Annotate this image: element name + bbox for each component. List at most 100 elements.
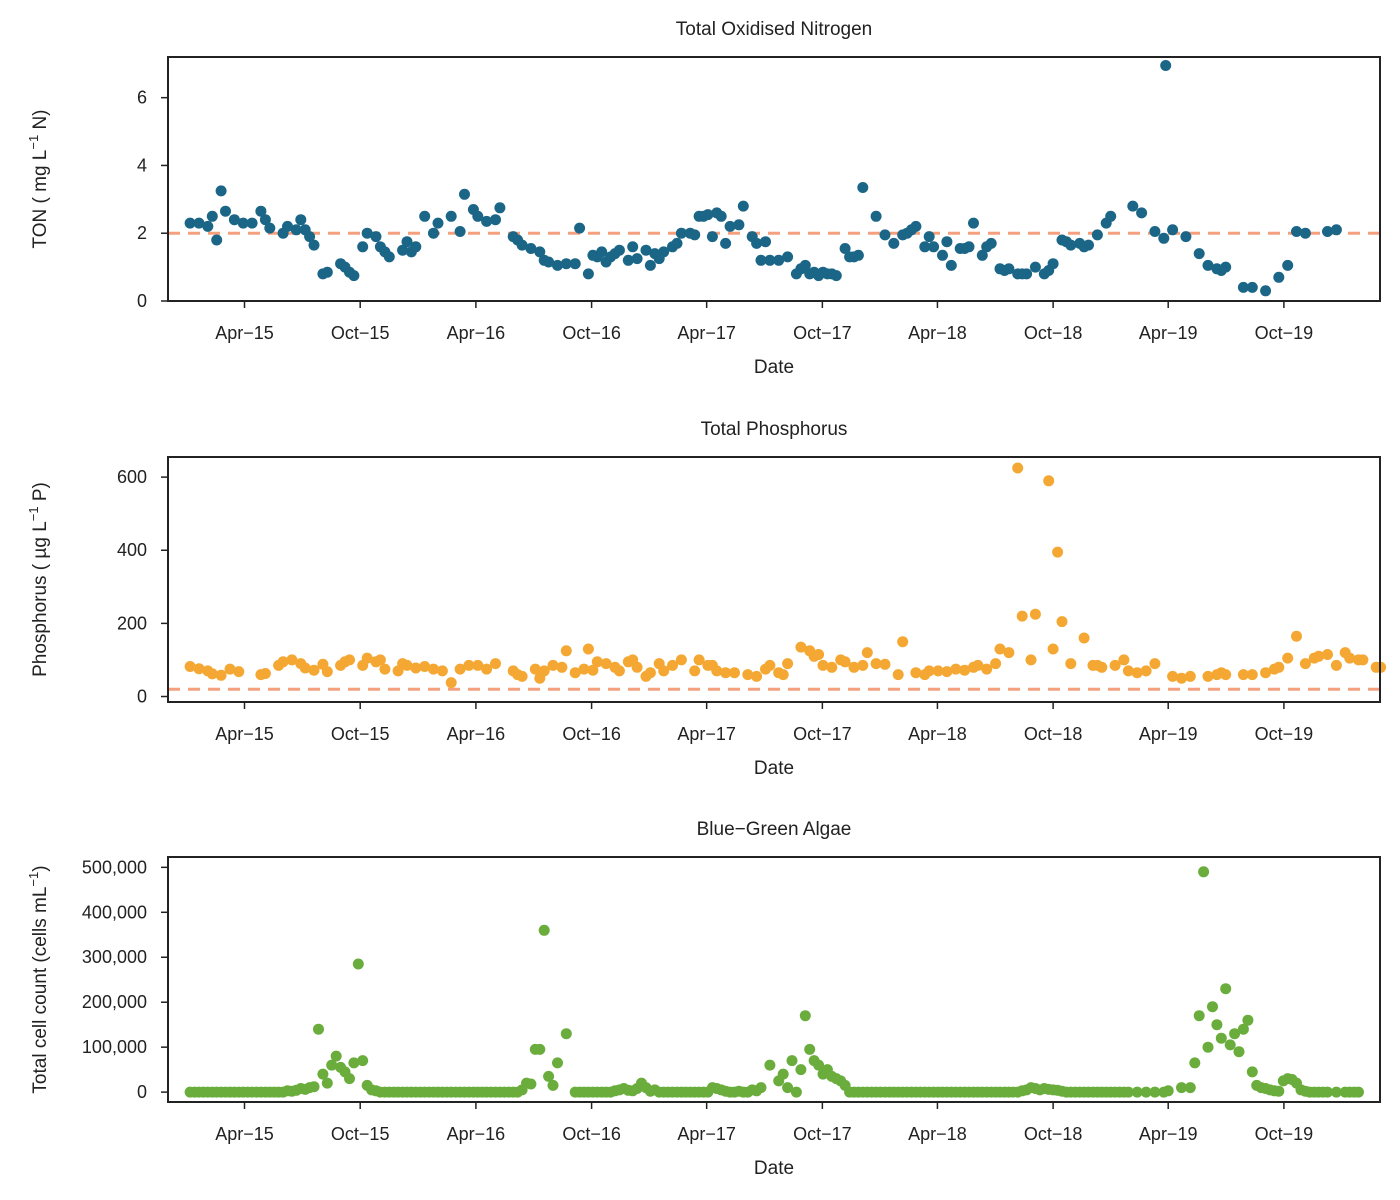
data-point bbox=[547, 1079, 559, 1091]
data-point bbox=[976, 249, 988, 261]
data-point bbox=[667, 659, 678, 671]
x-tick-label: Apr−15 bbox=[215, 323, 274, 343]
data-point bbox=[1118, 654, 1130, 666]
data-point bbox=[228, 214, 240, 226]
data-point bbox=[290, 224, 302, 236]
y-axis-label: TON ( mg L−1 N) bbox=[26, 109, 51, 248]
data-point bbox=[861, 647, 873, 659]
data-point bbox=[879, 229, 891, 241]
data-point bbox=[1078, 632, 1090, 644]
data-point bbox=[1029, 261, 1041, 273]
y-axis-label-main: Total cell count (cells mL bbox=[30, 887, 51, 1094]
data-point bbox=[1043, 475, 1055, 487]
data-point bbox=[330, 1050, 342, 1062]
data-point bbox=[224, 663, 236, 675]
data-point bbox=[569, 667, 581, 679]
data-point bbox=[543, 256, 555, 268]
data-point bbox=[282, 220, 293, 232]
data-point bbox=[799, 259, 811, 271]
x-tick-label: Oct−19 bbox=[1255, 323, 1314, 343]
data-point bbox=[348, 270, 360, 282]
data-point bbox=[888, 237, 900, 249]
data-point bbox=[1193, 248, 1205, 260]
data-point bbox=[259, 668, 271, 679]
data-point bbox=[321, 266, 333, 278]
data-point bbox=[1167, 670, 1179, 682]
data-point bbox=[215, 185, 227, 197]
x-tick-label: Oct−19 bbox=[1255, 1124, 1314, 1144]
data-point bbox=[848, 661, 860, 673]
data-point bbox=[1313, 650, 1325, 662]
data-point bbox=[622, 254, 634, 266]
x-tick-label: Oct−15 bbox=[331, 1124, 390, 1144]
x-tick-label: Apr−19 bbox=[1139, 724, 1198, 744]
data-point bbox=[804, 1043, 816, 1055]
data-point bbox=[578, 663, 590, 675]
data-point bbox=[795, 1064, 807, 1076]
data-point bbox=[401, 236, 413, 248]
data-point bbox=[308, 239, 320, 251]
data-point bbox=[675, 654, 687, 666]
data-point bbox=[1105, 210, 1117, 222]
data-point bbox=[1237, 281, 1249, 293]
y-axis-label: Total cell count (cells mL−1) bbox=[26, 865, 51, 1093]
y-tick-label: 200,000 bbox=[82, 992, 147, 1012]
data-point bbox=[193, 663, 205, 675]
data-point bbox=[1176, 672, 1187, 684]
x-axis-label: Date bbox=[754, 1158, 794, 1179]
data-point bbox=[813, 649, 825, 660]
data-point bbox=[764, 254, 776, 266]
data-point bbox=[1149, 226, 1161, 237]
data-point bbox=[981, 663, 993, 675]
x-tick-label: Oct−15 bbox=[331, 724, 390, 744]
data-point bbox=[304, 231, 316, 243]
y-tick-label: 500,000 bbox=[82, 857, 147, 877]
y-tick-label: 100,000 bbox=[82, 1037, 147, 1057]
data-point bbox=[459, 188, 470, 200]
data-point bbox=[972, 659, 984, 671]
data-point bbox=[1291, 630, 1302, 642]
data-point bbox=[547, 659, 559, 671]
data-point bbox=[600, 658, 612, 670]
data-point bbox=[830, 270, 842, 282]
data-point bbox=[1299, 227, 1311, 239]
data-point bbox=[481, 663, 493, 675]
data-point bbox=[839, 656, 851, 668]
data-point bbox=[1198, 866, 1210, 878]
x-axis-label: Date bbox=[754, 758, 794, 779]
y-tick-label: 400,000 bbox=[82, 902, 147, 922]
data-point bbox=[932, 665, 944, 677]
data-point bbox=[326, 1059, 338, 1071]
data-point bbox=[525, 243, 537, 254]
data-point bbox=[428, 227, 439, 239]
data-point bbox=[193, 217, 205, 229]
data-point bbox=[552, 259, 563, 271]
y-tick-label: 300,000 bbox=[82, 947, 147, 967]
data-point bbox=[321, 1077, 333, 1089]
data-point bbox=[397, 244, 409, 256]
data-point bbox=[1322, 226, 1333, 237]
data-point bbox=[870, 210, 882, 222]
x-tick-label: Oct−18 bbox=[1024, 724, 1083, 744]
data-point bbox=[379, 663, 391, 675]
data-point bbox=[1299, 658, 1311, 670]
data-point bbox=[569, 258, 581, 270]
data-point bbox=[790, 1086, 802, 1098]
data-point bbox=[299, 662, 311, 674]
data-point bbox=[1207, 1001, 1218, 1013]
data-point bbox=[1246, 281, 1258, 293]
data-point bbox=[631, 253, 643, 265]
chart-panel-2: Total Phosphorus Apr−15 Oct−15 Apr−16 Oct−16… bbox=[26, 419, 1387, 779]
data-point bbox=[941, 236, 953, 248]
data-point bbox=[923, 231, 935, 243]
data-point bbox=[445, 210, 457, 222]
data-point bbox=[671, 237, 683, 249]
data-point bbox=[959, 664, 971, 676]
data-point bbox=[1160, 60, 1172, 71]
data-point bbox=[782, 658, 794, 670]
data-point bbox=[1202, 1041, 1214, 1053]
data-point bbox=[1246, 669, 1258, 681]
y-axis-label-superscript: −1 bbox=[26, 872, 41, 887]
data-point bbox=[968, 217, 979, 229]
data-point bbox=[516, 670, 528, 682]
